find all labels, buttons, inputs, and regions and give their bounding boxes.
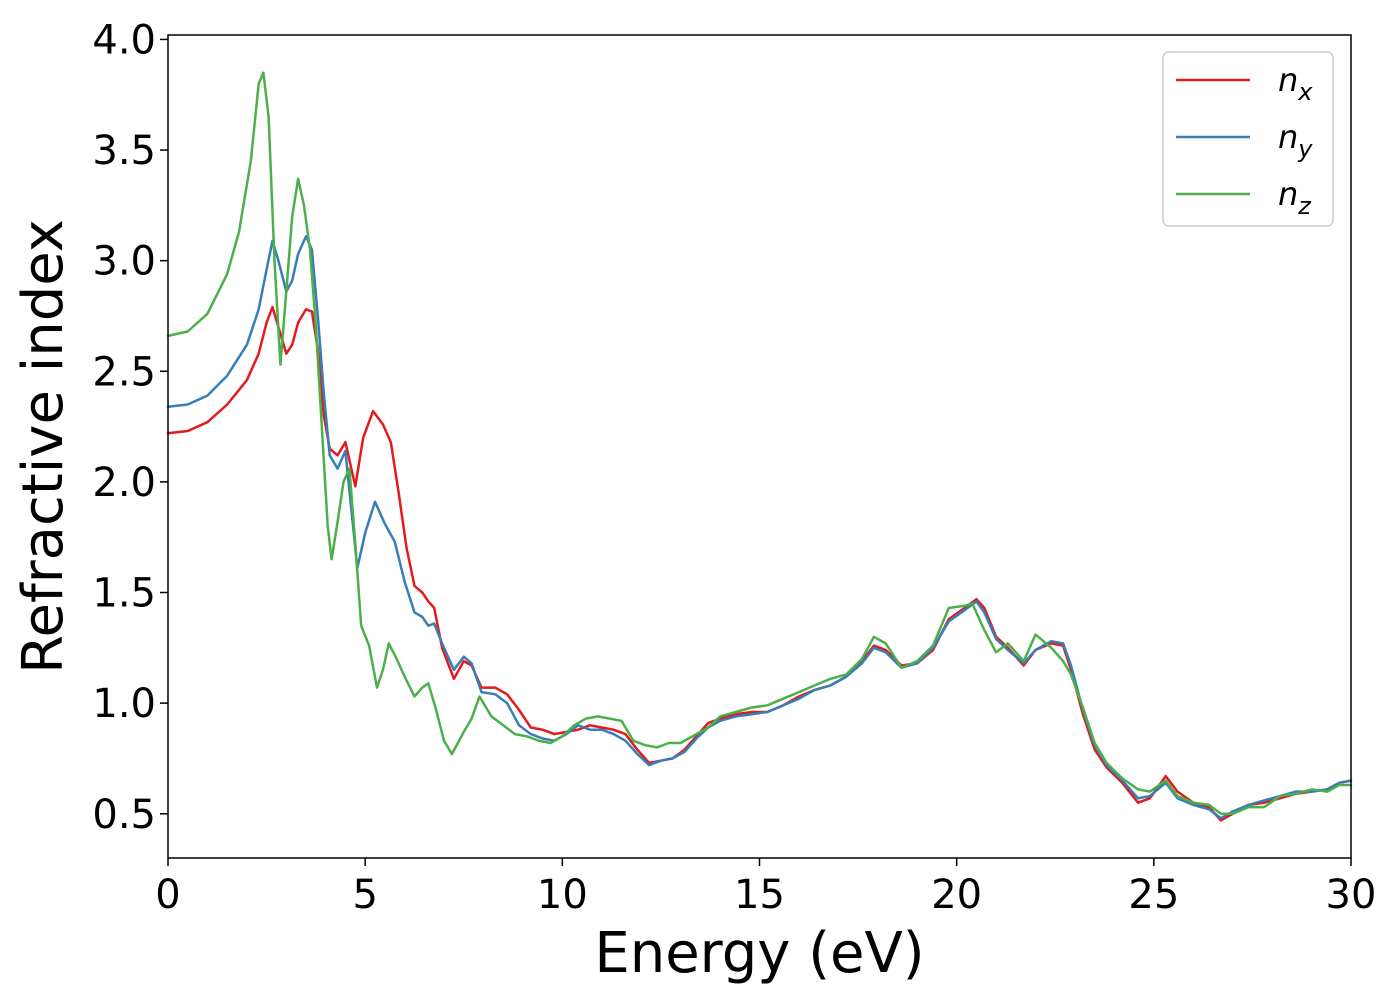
x-tick-label: 5 bbox=[352, 872, 377, 918]
y-tick-label: 2.0 bbox=[92, 460, 156, 506]
x-tick-label: 30 bbox=[1326, 872, 1377, 918]
x-tick-label: 15 bbox=[734, 872, 785, 918]
series-layer bbox=[166, 71, 1353, 822]
y-tick-label: 1.5 bbox=[92, 571, 156, 617]
y-axis-title: Refractive index bbox=[11, 219, 76, 674]
y-tick-label: 0.5 bbox=[92, 792, 156, 838]
y-tick-label: 3.0 bbox=[92, 239, 156, 285]
x-tick-label: 25 bbox=[1128, 872, 1179, 918]
legend-label-main: n bbox=[1278, 175, 1298, 213]
legend-label-nz: nz bbox=[1278, 175, 1312, 220]
x-axis-title: Energy (eV) bbox=[594, 921, 924, 986]
legend-label-subscript: x bbox=[1297, 78, 1313, 106]
legend-label-main: n bbox=[1278, 118, 1298, 156]
legend-label-nx: nx bbox=[1278, 61, 1313, 106]
x-tick-label: 0 bbox=[155, 872, 180, 918]
legend-label-ny: ny bbox=[1278, 118, 1313, 163]
series-line-nx bbox=[166, 305, 1353, 822]
ticks-layer: 0 5 10 15 20 25 30 0.5 1.0 1.5 2.0 2.5 3.0 3.5 4.0 bbox=[92, 17, 1376, 918]
y-tick-label: 2.5 bbox=[92, 349, 156, 395]
legend-box bbox=[1162, 51, 1334, 227]
plot-frame bbox=[167, 34, 1352, 859]
legend-label-subscript: y bbox=[1297, 135, 1313, 163]
series-line-ny bbox=[166, 235, 1353, 820]
x-tick-label: 20 bbox=[931, 872, 982, 918]
x-tick-label: 10 bbox=[537, 872, 588, 918]
legend-label-main: n bbox=[1278, 61, 1298, 99]
y-tick-label: 1.0 bbox=[92, 681, 156, 727]
y-tick-label: 3.5 bbox=[92, 128, 156, 174]
series-line-nz bbox=[166, 71, 1353, 816]
y-tick-label: 4.0 bbox=[92, 17, 156, 63]
legend-label-subscript: z bbox=[1297, 192, 1312, 220]
